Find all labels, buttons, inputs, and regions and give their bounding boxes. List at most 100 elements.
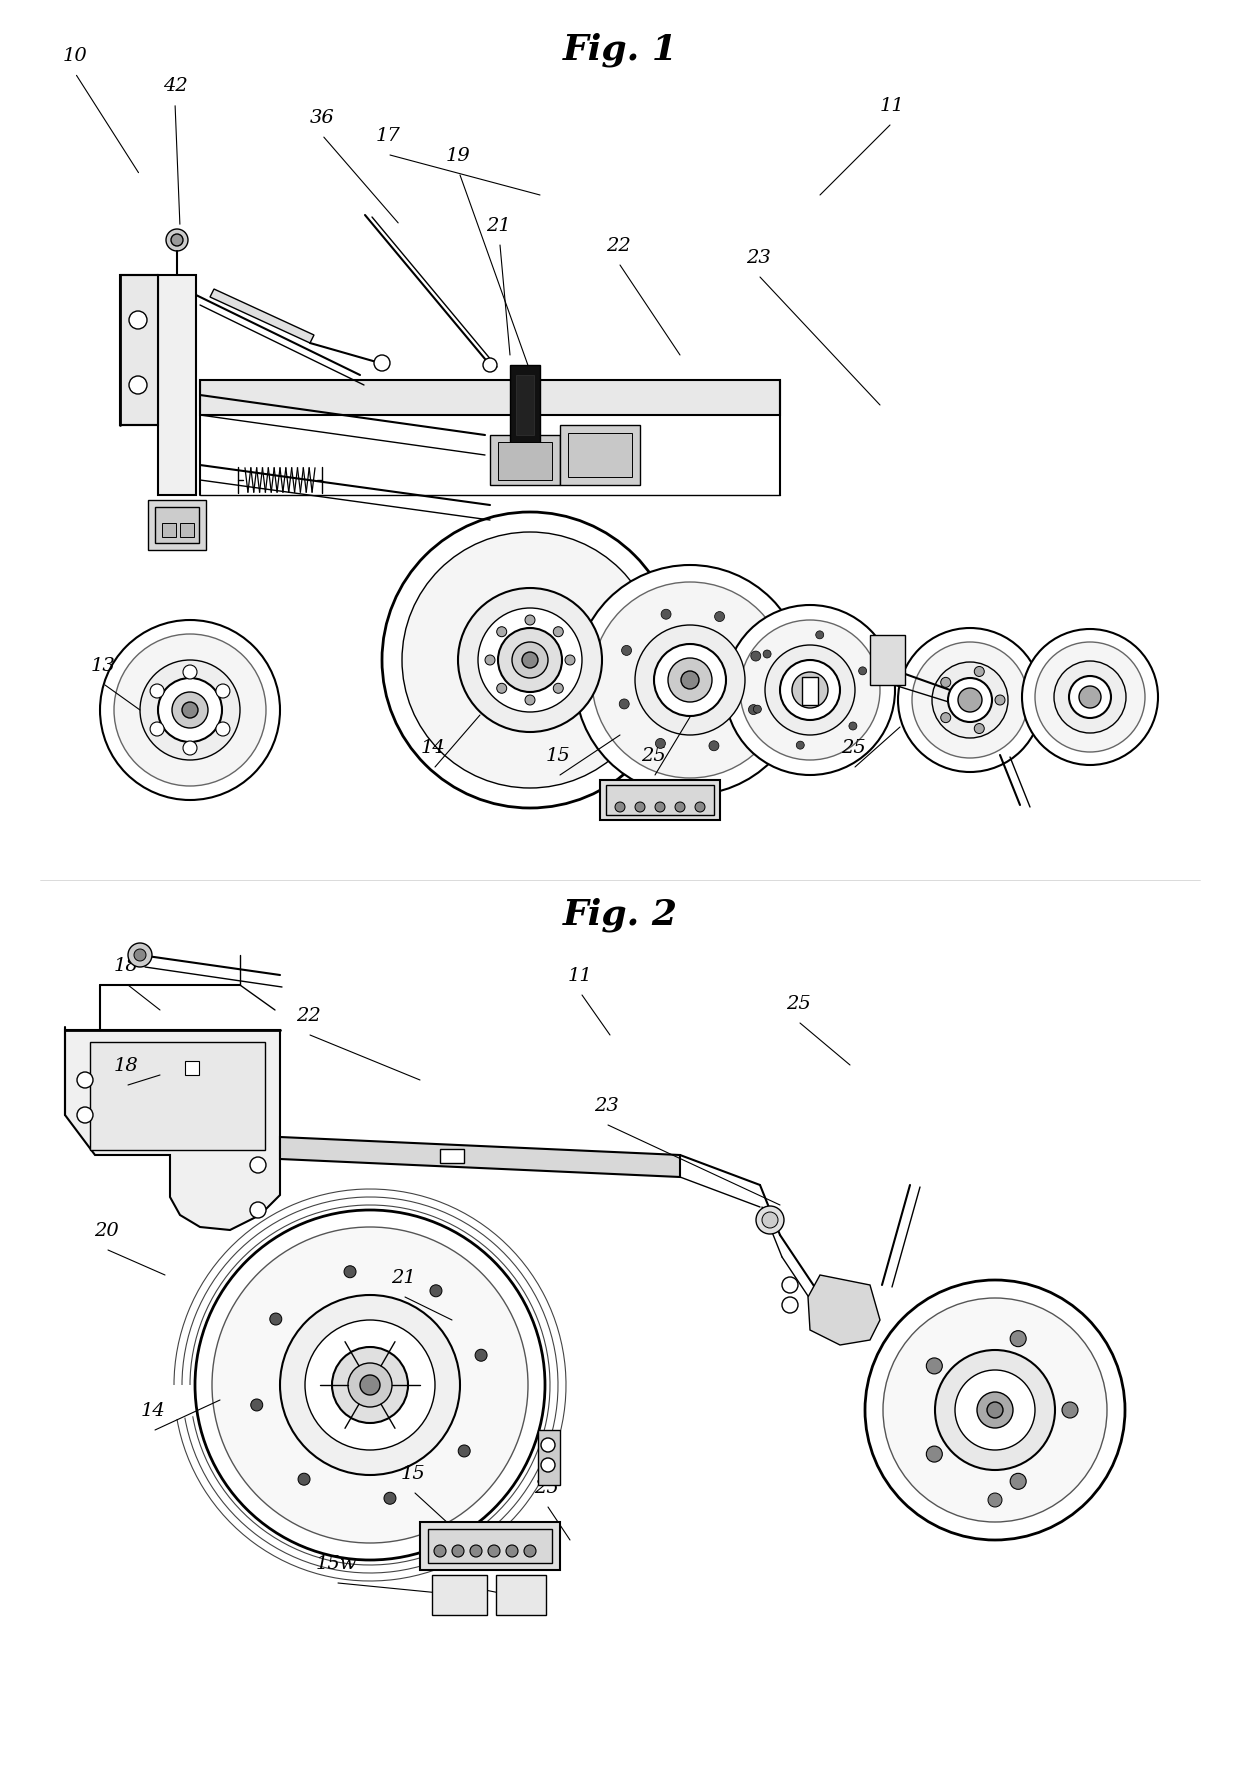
- Text: 23: 23: [594, 1097, 619, 1115]
- Circle shape: [898, 628, 1042, 772]
- Circle shape: [911, 643, 1028, 758]
- Bar: [510, 366, 539, 446]
- Circle shape: [941, 678, 951, 687]
- Text: 42: 42: [162, 76, 187, 96]
- Bar: [600, 779, 720, 820]
- Circle shape: [129, 376, 148, 394]
- Circle shape: [332, 1347, 408, 1424]
- Circle shape: [621, 646, 631, 655]
- Bar: [568, 433, 632, 477]
- Circle shape: [475, 1349, 487, 1361]
- Bar: [420, 1521, 560, 1571]
- Text: 36: 36: [310, 108, 335, 128]
- Circle shape: [459, 1445, 470, 1457]
- Circle shape: [740, 619, 880, 760]
- Circle shape: [1011, 1331, 1027, 1347]
- Circle shape: [114, 634, 267, 786]
- Circle shape: [470, 1544, 482, 1557]
- Circle shape: [458, 588, 601, 731]
- Bar: [432, 1574, 487, 1615]
- Circle shape: [77, 1072, 93, 1088]
- Circle shape: [941, 712, 951, 722]
- Circle shape: [100, 619, 280, 801]
- Bar: [162, 524, 176, 538]
- Circle shape: [765, 644, 856, 735]
- Circle shape: [497, 683, 507, 694]
- Circle shape: [1022, 628, 1158, 765]
- Circle shape: [575, 564, 805, 795]
- Text: 25: 25: [841, 738, 866, 756]
- Text: 15c: 15c: [430, 1555, 466, 1573]
- Circle shape: [384, 1493, 396, 1503]
- Circle shape: [541, 1438, 556, 1452]
- Polygon shape: [808, 1274, 880, 1345]
- Bar: [870, 635, 905, 685]
- Circle shape: [749, 705, 759, 715]
- Circle shape: [195, 1211, 546, 1560]
- Circle shape: [140, 660, 241, 760]
- Text: 17: 17: [376, 128, 401, 146]
- Bar: [185, 1061, 198, 1076]
- Circle shape: [763, 650, 771, 659]
- Text: 25: 25: [533, 1479, 558, 1496]
- Text: 15: 15: [546, 747, 570, 765]
- Circle shape: [182, 701, 198, 719]
- Circle shape: [270, 1314, 281, 1326]
- Circle shape: [498, 628, 562, 692]
- Circle shape: [858, 667, 867, 674]
- Circle shape: [988, 1493, 1002, 1507]
- Circle shape: [216, 722, 229, 737]
- Text: Fig. 1: Fig. 1: [563, 32, 677, 67]
- Text: 23: 23: [745, 249, 770, 266]
- Circle shape: [134, 950, 146, 960]
- Circle shape: [661, 609, 671, 619]
- Text: 10: 10: [63, 46, 87, 66]
- Circle shape: [172, 692, 208, 728]
- Circle shape: [250, 1157, 267, 1173]
- Polygon shape: [280, 1138, 680, 1177]
- Circle shape: [250, 1202, 267, 1218]
- Bar: [157, 275, 196, 495]
- Circle shape: [525, 614, 534, 625]
- Bar: [428, 1528, 552, 1564]
- Circle shape: [522, 651, 538, 667]
- Bar: [155, 508, 198, 543]
- Circle shape: [525, 1544, 536, 1557]
- Circle shape: [932, 662, 1008, 738]
- Circle shape: [681, 671, 699, 689]
- Bar: [606, 785, 714, 815]
- Circle shape: [77, 1108, 93, 1124]
- Circle shape: [763, 1212, 777, 1228]
- Circle shape: [434, 1544, 446, 1557]
- Circle shape: [374, 355, 391, 371]
- Circle shape: [714, 612, 724, 621]
- Circle shape: [506, 1544, 518, 1557]
- Text: 20: 20: [94, 1221, 118, 1241]
- Text: 25: 25: [786, 996, 811, 1014]
- Circle shape: [975, 666, 985, 676]
- Text: 22: 22: [605, 238, 630, 256]
- Circle shape: [382, 511, 678, 808]
- Circle shape: [782, 1276, 799, 1292]
- Text: 15: 15: [401, 1464, 425, 1482]
- Text: 11: 11: [568, 967, 593, 985]
- Circle shape: [796, 742, 805, 749]
- Bar: [538, 1431, 560, 1486]
- Circle shape: [635, 625, 745, 735]
- Bar: [516, 375, 534, 435]
- Text: 22: 22: [295, 1006, 320, 1024]
- Circle shape: [955, 1370, 1035, 1450]
- Polygon shape: [200, 380, 780, 415]
- Circle shape: [975, 724, 985, 733]
- Circle shape: [935, 1351, 1055, 1470]
- Circle shape: [792, 673, 828, 708]
- Text: 11: 11: [879, 98, 904, 115]
- Circle shape: [184, 666, 197, 680]
- Circle shape: [280, 1296, 460, 1475]
- Polygon shape: [64, 1030, 280, 1230]
- Circle shape: [305, 1321, 435, 1450]
- Circle shape: [782, 1298, 799, 1313]
- Bar: [180, 524, 193, 538]
- Circle shape: [157, 678, 222, 742]
- Circle shape: [1011, 1473, 1027, 1489]
